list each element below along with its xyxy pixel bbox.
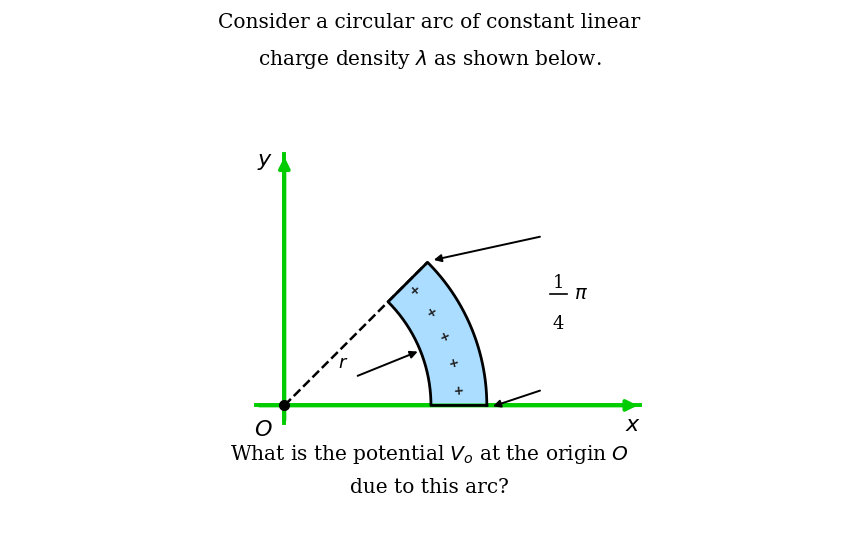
Text: +: + [453,384,464,398]
Text: 1: 1 [552,274,564,292]
Text: +: + [406,281,423,298]
Text: 4: 4 [552,315,564,333]
Text: What is the potential $V_o$ at the origin $O$: What is the potential $V_o$ at the origi… [230,443,629,466]
Text: $x$: $x$ [625,413,642,436]
Text: Consider a circular arc of constant linear: Consider a circular arc of constant line… [218,13,641,32]
Text: $O$: $O$ [254,419,273,441]
Text: charge density $\lambda$ as shown below.: charge density $\lambda$ as shown below. [258,48,601,71]
Text: $\pi$: $\pi$ [574,286,588,303]
Text: $y$: $y$ [257,150,273,172]
Text: due to this arc?: due to this arc? [350,478,509,497]
Polygon shape [388,262,487,405]
Text: $r$: $r$ [338,354,348,372]
Text: +: + [423,304,440,321]
Text: +: + [437,329,453,345]
Text: +: + [448,356,460,371]
